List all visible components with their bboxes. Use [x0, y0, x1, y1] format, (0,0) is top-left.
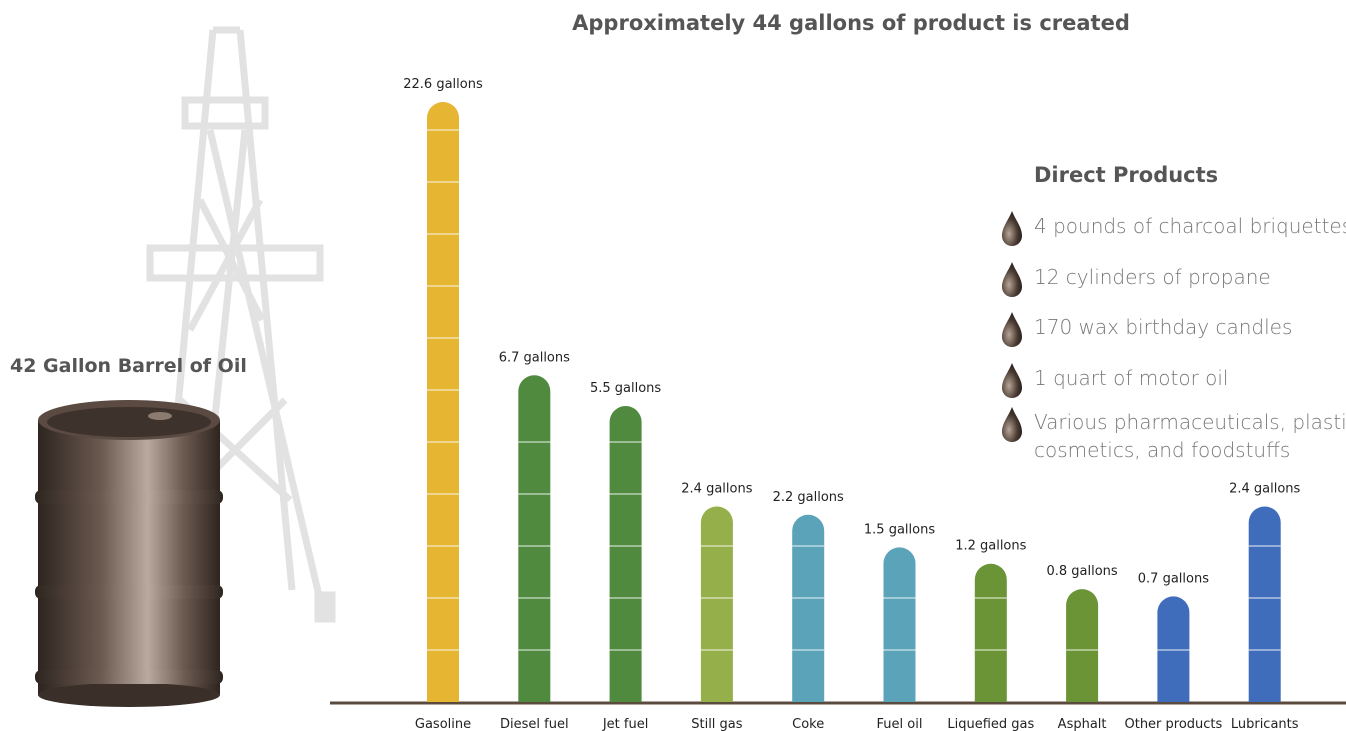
drop-icon — [1002, 407, 1022, 442]
category-label: Still gas — [691, 717, 743, 731]
barrel-label: 42 Gallon Barrel of Oil — [10, 355, 247, 377]
value-label: 2.4 gallons — [1229, 481, 1300, 496]
bar — [974, 563, 1007, 702]
value-label: 6.7 gallons — [499, 350, 570, 365]
category-label: Liquefied gas — [947, 717, 1034, 731]
value-label: 0.7 gallons — [1138, 571, 1209, 586]
value-label: 2.2 gallons — [773, 490, 844, 505]
category-label: Asphalt — [1058, 717, 1107, 731]
value-label: 5.5 gallons — [590, 381, 661, 396]
value-label: 22.6 gallons — [403, 77, 483, 92]
category-label: Gasoline — [415, 717, 471, 731]
category-label: Diesel fuel — [500, 717, 569, 731]
bar — [609, 406, 642, 702]
list-item: 170 wax birthday candles — [1034, 315, 1292, 339]
category-label: Lubricants — [1231, 717, 1299, 731]
value-label: 1.5 gallons — [864, 522, 935, 537]
list-item: Various pharmaceuticals, plastics — [1034, 410, 1346, 434]
value-label: 0.8 gallons — [1046, 564, 1117, 579]
bar — [792, 514, 825, 702]
bar — [1248, 506, 1281, 702]
bar — [518, 375, 551, 702]
value-label: 2.4 gallons — [681, 481, 752, 496]
value-label: 1.2 gallons — [955, 539, 1026, 554]
list-item: cosmetics, and foodstuffs — [1034, 438, 1290, 462]
chart-title: Approximately 44 gallons of product is c… — [572, 11, 1130, 35]
derrick — [146, 26, 336, 623]
bar — [1066, 589, 1099, 702]
drop-icon — [1002, 312, 1022, 347]
bar — [1157, 596, 1190, 702]
category-label: Jet fuel — [602, 717, 649, 731]
barrel — [35, 400, 223, 707]
bar — [883, 547, 916, 702]
category-label: Coke — [792, 717, 824, 731]
drop-icon — [1002, 363, 1022, 398]
category-label: Other products — [1124, 717, 1222, 731]
category-label: Fuel oil — [877, 717, 923, 731]
list-item: 4 pounds of charcoal briquettes — [1034, 214, 1346, 238]
bar — [700, 506, 733, 702]
drop-icon — [1002, 211, 1022, 246]
bar — [427, 102, 459, 702]
list-item: 1 quart of motor oil — [1034, 366, 1229, 390]
drop-icon — [1002, 262, 1022, 297]
list-item: 12 cylinders of propane — [1034, 265, 1271, 289]
list-title: Direct Products — [1034, 163, 1218, 187]
